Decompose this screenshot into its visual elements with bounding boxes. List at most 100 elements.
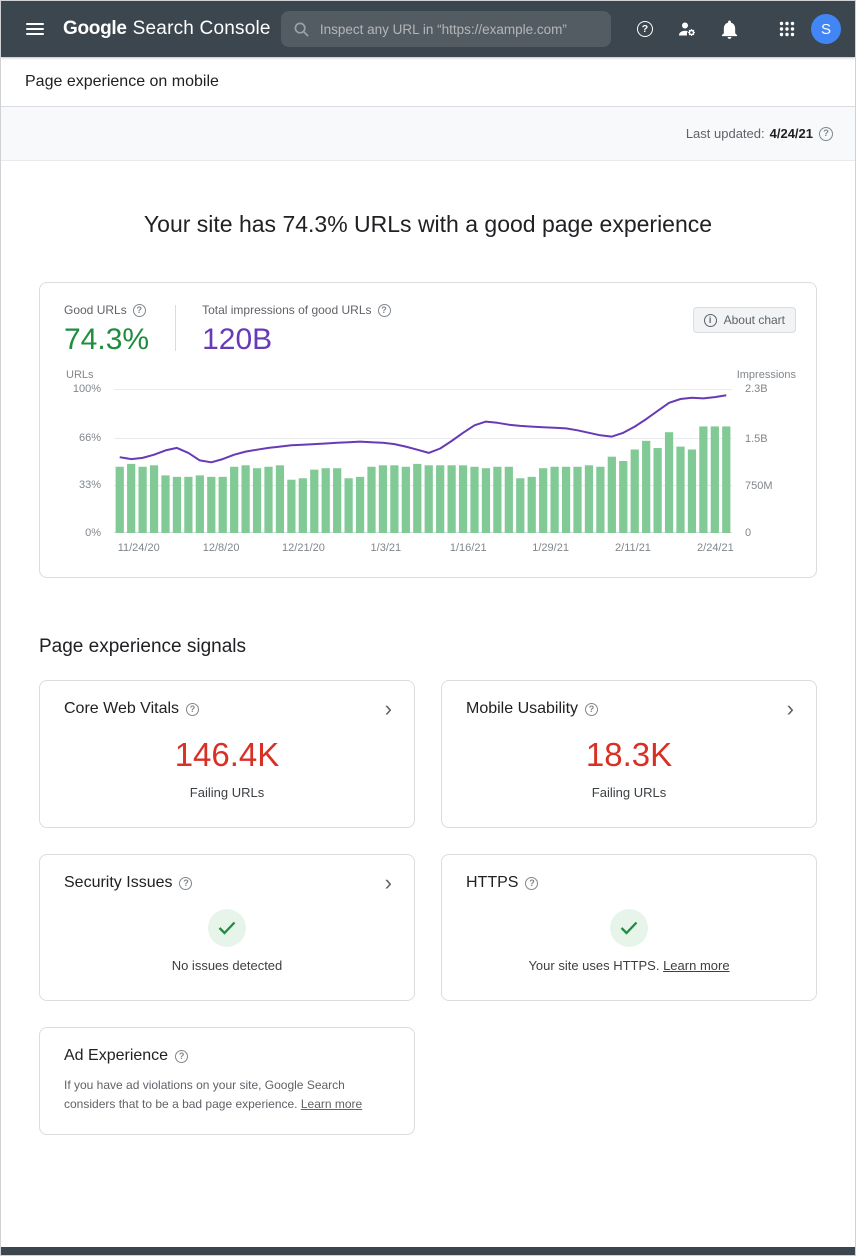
https-help-icon[interactable]: ? [525,876,539,890]
summary-divider [175,305,177,351]
core-web-vitals-help-icon[interactable]: ? [186,702,200,716]
chevron-right-icon[interactable]: › [786,696,794,721]
app-logo[interactable]: Google Search Console [63,18,271,40]
url-bar [424,465,433,533]
url-bar [699,426,708,533]
security-issues-help-icon[interactable]: ? [179,876,193,890]
url-bar [161,475,170,533]
url-bar [481,468,491,533]
https-card: HTTPS ? Your site uses HTTPS. Learn more [441,854,817,1001]
url-bar [607,456,616,533]
card-title: Mobile Usability [466,700,579,717]
chevron-right-icon[interactable]: › [384,696,392,721]
mobile-usability-help-icon[interactable]: ? [585,702,599,716]
chart-plot[interactable] [114,389,732,533]
hamburger-icon [26,23,44,35]
security-status-caption: No issues detected [171,958,283,973]
notifications-button[interactable] [711,11,747,47]
x-axis-tick: 1/29/21 [532,542,569,554]
url-bar [321,468,330,533]
ad-experience-help-icon[interactable]: ? [175,1049,189,1063]
url-bar [287,479,296,533]
url-bar [676,446,685,533]
failing-urls-count: 146.4K [174,736,280,773]
y-axis-tick-left: 0% [85,527,101,539]
check-circle-icon [610,909,648,947]
x-axis-tick: 1/16/21 [449,542,487,554]
search-icon [293,21,310,38]
url-bar [230,466,239,533]
avatar[interactable]: S [811,14,841,44]
url-bar [344,478,353,533]
card-title: Ad Experience [64,1047,169,1064]
ad-experience-text: If you have ad violations on your site, … [64,1078,345,1111]
info-icon: i [703,313,717,327]
url-bar [642,440,651,533]
chart-body: URLs Impressions 100% 66% 33% 0% 2.3B 1.5B 75… [62,367,796,563]
search-input[interactable] [319,21,599,37]
https-status-caption: Your site uses HTTPS. Learn more [458,958,800,973]
url-bar [149,465,159,533]
logo-google-text: Google [63,18,127,39]
impressions-label: Total impressions of good URLs [202,303,372,317]
apps-grid-button[interactable] [769,11,805,47]
url-bar [573,466,582,533]
chevron-right-icon[interactable]: › [384,870,392,895]
y-axis-left: 100% 66% 33% 0% [62,383,110,539]
url-bar [687,449,697,533]
url-bar [619,461,628,533]
url-bar [218,476,227,533]
footer-strip [1,1247,855,1255]
impressions-help-icon[interactable]: ? [377,303,391,317]
url-bar [550,466,559,533]
y-axis-tick-left: 33% [78,479,101,492]
url-bar [584,465,594,533]
good-urls-help-icon[interactable]: ? [132,303,146,317]
y-axis-tick-left: 66% [78,431,101,444]
breadcrumb-bar: Page experience on mobile [1,57,855,107]
good-urls-metric: Good URLs ? 74.3% [64,303,149,357]
url-bar [561,466,571,533]
url-bar [241,465,250,533]
chart-summary: Good URLs ? 74.3% Total impressions of g… [40,283,816,361]
hero-title: Your site has 74.3% URLs with a good pag… [143,211,713,237]
url-bar [527,476,536,533]
user-settings-button[interactable] [669,11,705,47]
url-inspect-searchbox[interactable] [280,11,611,47]
url-bar [458,465,468,533]
y-axis-tick-right: 750M [745,480,773,493]
security-issues-card[interactable]: Security Issues ? › No issues detected [39,854,415,1001]
core-web-vitals-card[interactable]: Core Web Vitals ? › 146.4K Failing URLs [39,680,415,828]
y-axis-tick-right: 1.5B [745,433,768,446]
x-axis: 11/24/20 12/8/20 12/21/20 1/3/21 1/16/21 1/29… [114,537,734,559]
url-bar [722,426,731,533]
url-bar [596,466,605,533]
https-learn-more-link[interactable]: Learn more [663,958,730,973]
url-bar [710,426,719,533]
about-chart-button[interactable]: i About chart [692,307,796,333]
last-updated-date: 4/24/21 [769,126,813,141]
url-bar [127,463,136,533]
impressions-value: 120B [202,323,273,356]
last-updated-label: Last updated: [685,126,765,141]
impressions-metric: Total impressions of good URLs ? 120B [202,303,391,357]
good-urls-label: Good URLs [64,303,127,317]
menu-button[interactable] [15,9,55,49]
ad-experience-learn-more-link[interactable]: Learn more [300,1096,363,1111]
x-axis-tick: 2/11/21 [615,542,651,554]
last-updated-help-icon[interactable]: ? [819,126,833,141]
status-bar: Last updated: 4/24/21 ? [1,107,855,161]
ad-experience-card: Ad Experience ? If you have ad violation… [39,1027,415,1136]
user-settings-icon [677,19,697,39]
mobile-usability-card[interactable]: Mobile Usability ? › 18.3K Failing URLs [441,680,817,828]
url-bar [138,466,147,533]
url-bar [172,476,182,533]
impressions-line [119,394,727,464]
card-title: HTTPS [466,874,519,891]
url-bar [516,478,525,533]
card-title: Core Web Vitals [64,700,180,717]
help-button[interactable]: ? [627,11,663,47]
url-bar [184,476,193,533]
y-axis-right: 2.3B 1.5B 750M 0 [736,383,796,539]
